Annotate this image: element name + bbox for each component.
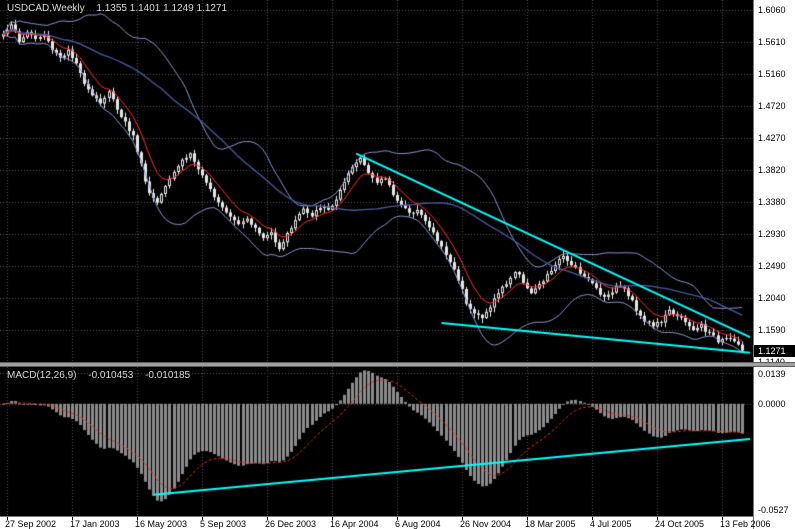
price-axis-label: 1.3820	[758, 165, 786, 175]
time-axis-label: 24 Oct 2005	[655, 519, 705, 529]
time-axis-scale[interactable]: 27 Sep 2002 17 Jan 2003 16 May 2003 5 Sep 2…	[0, 516, 771, 529]
price-axis-label: 1.1590	[758, 325, 786, 335]
time-axis-label: 5 Sep 2003	[200, 519, 247, 529]
ohlc-quote: 1.1355 1.1401 1.1249 1.1271	[96, 3, 228, 14]
price-axis-label: 1.4720	[758, 101, 786, 111]
price-pane[interactable]: USDCAD,Weekly 1.1355 1.1401 1.1249 1.127…	[0, 0, 753, 362]
time-axis-tick	[397, 517, 398, 520]
time-axis-tick	[527, 517, 528, 520]
time-axis-tick	[202, 517, 203, 520]
time-axis-tick	[462, 517, 463, 520]
time-axis-tick	[267, 517, 268, 520]
macd-chart-canvas[interactable]	[0, 367, 753, 516]
price-axis-label: 1.2930	[758, 229, 786, 239]
macd-axis-label: 0.0000	[758, 399, 786, 409]
time-axis-tick	[657, 517, 658, 520]
time-axis-tick	[72, 517, 73, 520]
time-axis-tick	[722, 517, 723, 520]
time-axis-tick	[137, 517, 138, 520]
price-axis-label: 1.3380	[758, 197, 786, 207]
price-axis-label: 1.4270	[758, 133, 786, 143]
time-axis-label: 4 Jul 2005	[590, 519, 632, 529]
macd-pane[interactable]: MACD(12,26,9) -0.010453 -0.010185	[0, 367, 753, 516]
time-axis-label: 16 May 2003	[135, 519, 188, 529]
macd-label: MACD(12,26,9)	[7, 370, 77, 381]
price-axis-label: 1.2040	[758, 293, 786, 303]
macd-signal-value: -0.010185	[145, 370, 191, 381]
macd-axis-label: 0.0139	[758, 369, 786, 379]
time-axis-label: 27 Sep 2002	[5, 519, 57, 529]
price-axis-label: 1.5610	[758, 37, 786, 47]
time-axis-label: 6 Aug 2004	[395, 519, 441, 529]
price-axis-label: 1.6060	[758, 5, 786, 15]
time-axis-label: 16 Apr 2004	[330, 519, 379, 529]
price-chart-canvas[interactable]	[0, 0, 753, 362]
time-axis-tick	[592, 517, 593, 520]
macd-main-value: -0.010453	[88, 370, 134, 381]
time-axis-label: 18 Mar 2005	[525, 519, 576, 529]
macd-axis-label: -0.0527	[758, 505, 789, 515]
price-axis-label: 1.5160	[758, 69, 786, 79]
price-axis-scale[interactable]: 1.1271 1.6060 1.5610 1.5160 1.4720 1.4270 1.3…	[753, 0, 795, 529]
time-axis-label: 26 Nov 2004	[460, 519, 512, 529]
time-axis-label: 13 Feb 2006	[720, 519, 771, 529]
macd-header: MACD(12,26,9) -0.010453 -0.010185	[7, 370, 190, 381]
current-price-tag: 1.1271	[754, 345, 795, 357]
time-axis-label: 26 Dec 2003	[265, 519, 317, 529]
price-axis-label: 1.2490	[758, 261, 786, 271]
symbol-timeframe-label: USDCAD,Weekly	[7, 3, 85, 14]
chart-header: USDCAD,Weekly 1.1355 1.1401 1.1249 1.127…	[7, 3, 227, 14]
time-axis-label: 17 Jan 2003	[70, 519, 120, 529]
time-axis-tick	[332, 517, 333, 520]
time-axis-tick	[7, 517, 8, 520]
pane-separator[interactable]	[0, 362, 795, 367]
